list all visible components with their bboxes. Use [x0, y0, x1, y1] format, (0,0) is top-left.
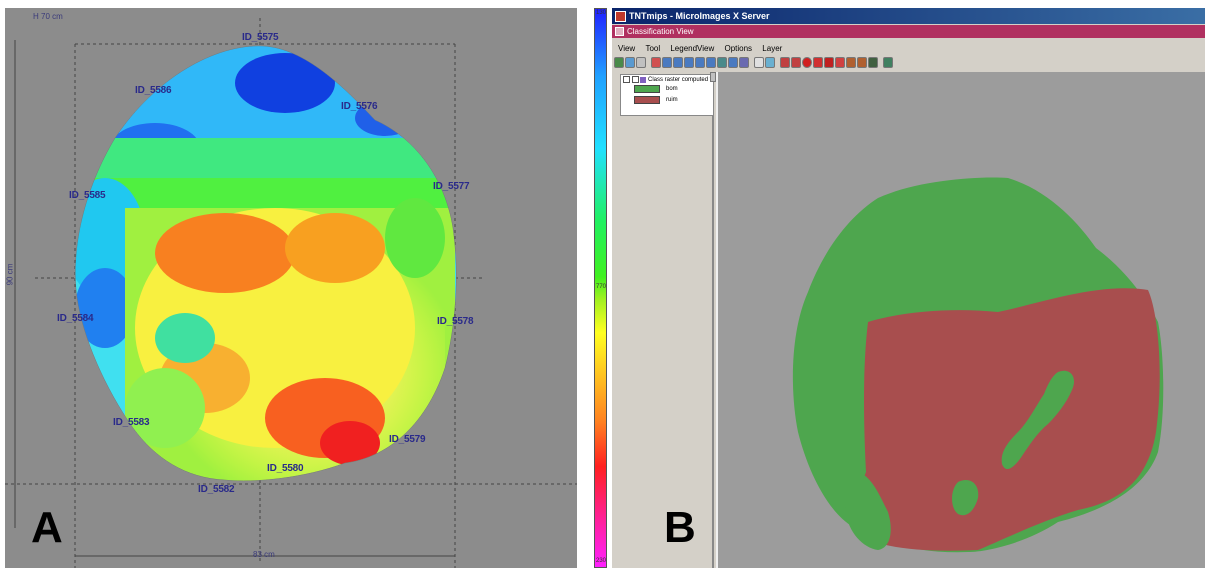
layer-visibility-checkbox[interactable] [631, 76, 639, 83]
view-icon [615, 27, 624, 37]
colorbar-top-tick: 130 [596, 10, 607, 16]
tool-icon-b[interactable] [857, 57, 867, 68]
map-icon[interactable] [883, 57, 893, 68]
menu-layer[interactable]: Layer [762, 44, 783, 53]
zoom-out-icon[interactable] [695, 57, 705, 68]
sensor-label-5575: ID_5575 [242, 32, 279, 43]
sensor-label-5584: ID_5584 [57, 313, 94, 324]
window-title: TNTmips - MicroImages X Server [629, 11, 770, 21]
sensor-label-5582: ID_5582 [198, 484, 235, 495]
toolbar [614, 57, 893, 71]
sensor-label-5579: ID_5579 [389, 434, 426, 445]
classification-map [792, 177, 1164, 553]
select-icon[interactable] [754, 57, 764, 68]
menu-tool[interactable]: Tool [645, 44, 661, 53]
scale-icon[interactable] [739, 57, 749, 68]
sensor-label-5586: ID_5586 [135, 85, 172, 96]
tntmips-window: TNTmips - MicroImages X Server Classific… [612, 8, 1205, 568]
sensor-label-5576: ID_5576 [341, 101, 378, 112]
class-1-edge-patch [844, 471, 891, 550]
class-1-inclusion [1001, 370, 1075, 470]
left-dimension-label: 90 cm [5, 263, 15, 286]
colorbar-bottom-tick: 230 [596, 558, 607, 564]
app-icon [615, 11, 626, 23]
heatmap-figure [5, 18, 577, 568]
pan-icon[interactable] [662, 57, 672, 68]
print-icon[interactable] [636, 57, 646, 68]
examine-icon[interactable] [824, 57, 834, 68]
sensor-label-5585: ID_5585 [69, 190, 106, 201]
zoom-previous-icon[interactable] [728, 57, 738, 68]
sensor-label-5583: ID_5583 [113, 417, 150, 428]
class-1-swatch [634, 85, 660, 93]
legend-layer-row[interactable]: Class raster computed v [623, 76, 713, 83]
measure-icon[interactable] [765, 57, 775, 68]
legend-scroll-handle[interactable] [710, 72, 716, 82]
zoom-layer-icon[interactable] [717, 57, 727, 68]
class-2-label: ruim [666, 97, 678, 103]
class-1-spot [952, 479, 979, 516]
panel-a-letter: A [31, 503, 63, 552]
zoom-full-icon[interactable] [673, 57, 683, 68]
raster-layer-icon [640, 76, 647, 83]
layer-manager-icon[interactable] [625, 57, 635, 68]
sketch-icon[interactable] [791, 57, 801, 68]
expand-toggle-icon[interactable] [623, 76, 630, 83]
spatial-data-icon[interactable] [868, 57, 878, 68]
redraw-icon[interactable] [651, 57, 661, 68]
classification-view-canvas[interactable] [716, 72, 1205, 568]
panel-a-heatmap: H 70 cm 83 cm 90 cm ID_5575 ID_5576 ID_5… [5, 8, 577, 568]
sensor-label-5580: ID_5580 [267, 463, 304, 474]
find-icon[interactable] [813, 57, 823, 68]
sensor-label-5577: ID_5577 [433, 181, 470, 192]
class-2-region [860, 288, 1160, 551]
legend-list: Class raster computed v bom ruim [620, 74, 714, 116]
stop-icon[interactable] [802, 57, 812, 68]
pointer-icon[interactable] [835, 57, 845, 68]
legend-panel: Class raster computed v bom ruim [614, 72, 714, 568]
menu-view[interactable]: View [618, 44, 636, 53]
zoom-in-icon[interactable] [684, 57, 694, 68]
menu-options[interactable]: Options [724, 44, 753, 53]
top-dimension-label: H 70 cm [33, 12, 63, 21]
legend-layer-name: Class raster computed v [648, 77, 713, 84]
panel-b-letter: B [664, 503, 696, 552]
window-titlebar[interactable]: TNTmips - MicroImages X Server [612, 8, 1205, 24]
tool-icon-a[interactable] [846, 57, 856, 68]
view-titlebar[interactable]: Classification View [612, 25, 1205, 38]
menu-bar: View Tool LegendView Options Layer [612, 42, 1205, 55]
sensor-label-5578: ID_5578 [437, 316, 474, 327]
menu-legendview[interactable]: LegendView [670, 44, 715, 53]
zoom-box-icon[interactable] [706, 57, 716, 68]
gps-icon[interactable] [780, 57, 790, 68]
class-2-swatch [634, 96, 660, 104]
class-1-label: bom [666, 86, 678, 92]
heatmap-blob [75, 45, 457, 481]
bottom-dimension-label: 83 cm [253, 550, 275, 559]
colorbar-mid-tick: 770 [596, 284, 607, 290]
add-layer-icon[interactable] [614, 57, 624, 68]
view-title: Classification View [627, 27, 694, 36]
